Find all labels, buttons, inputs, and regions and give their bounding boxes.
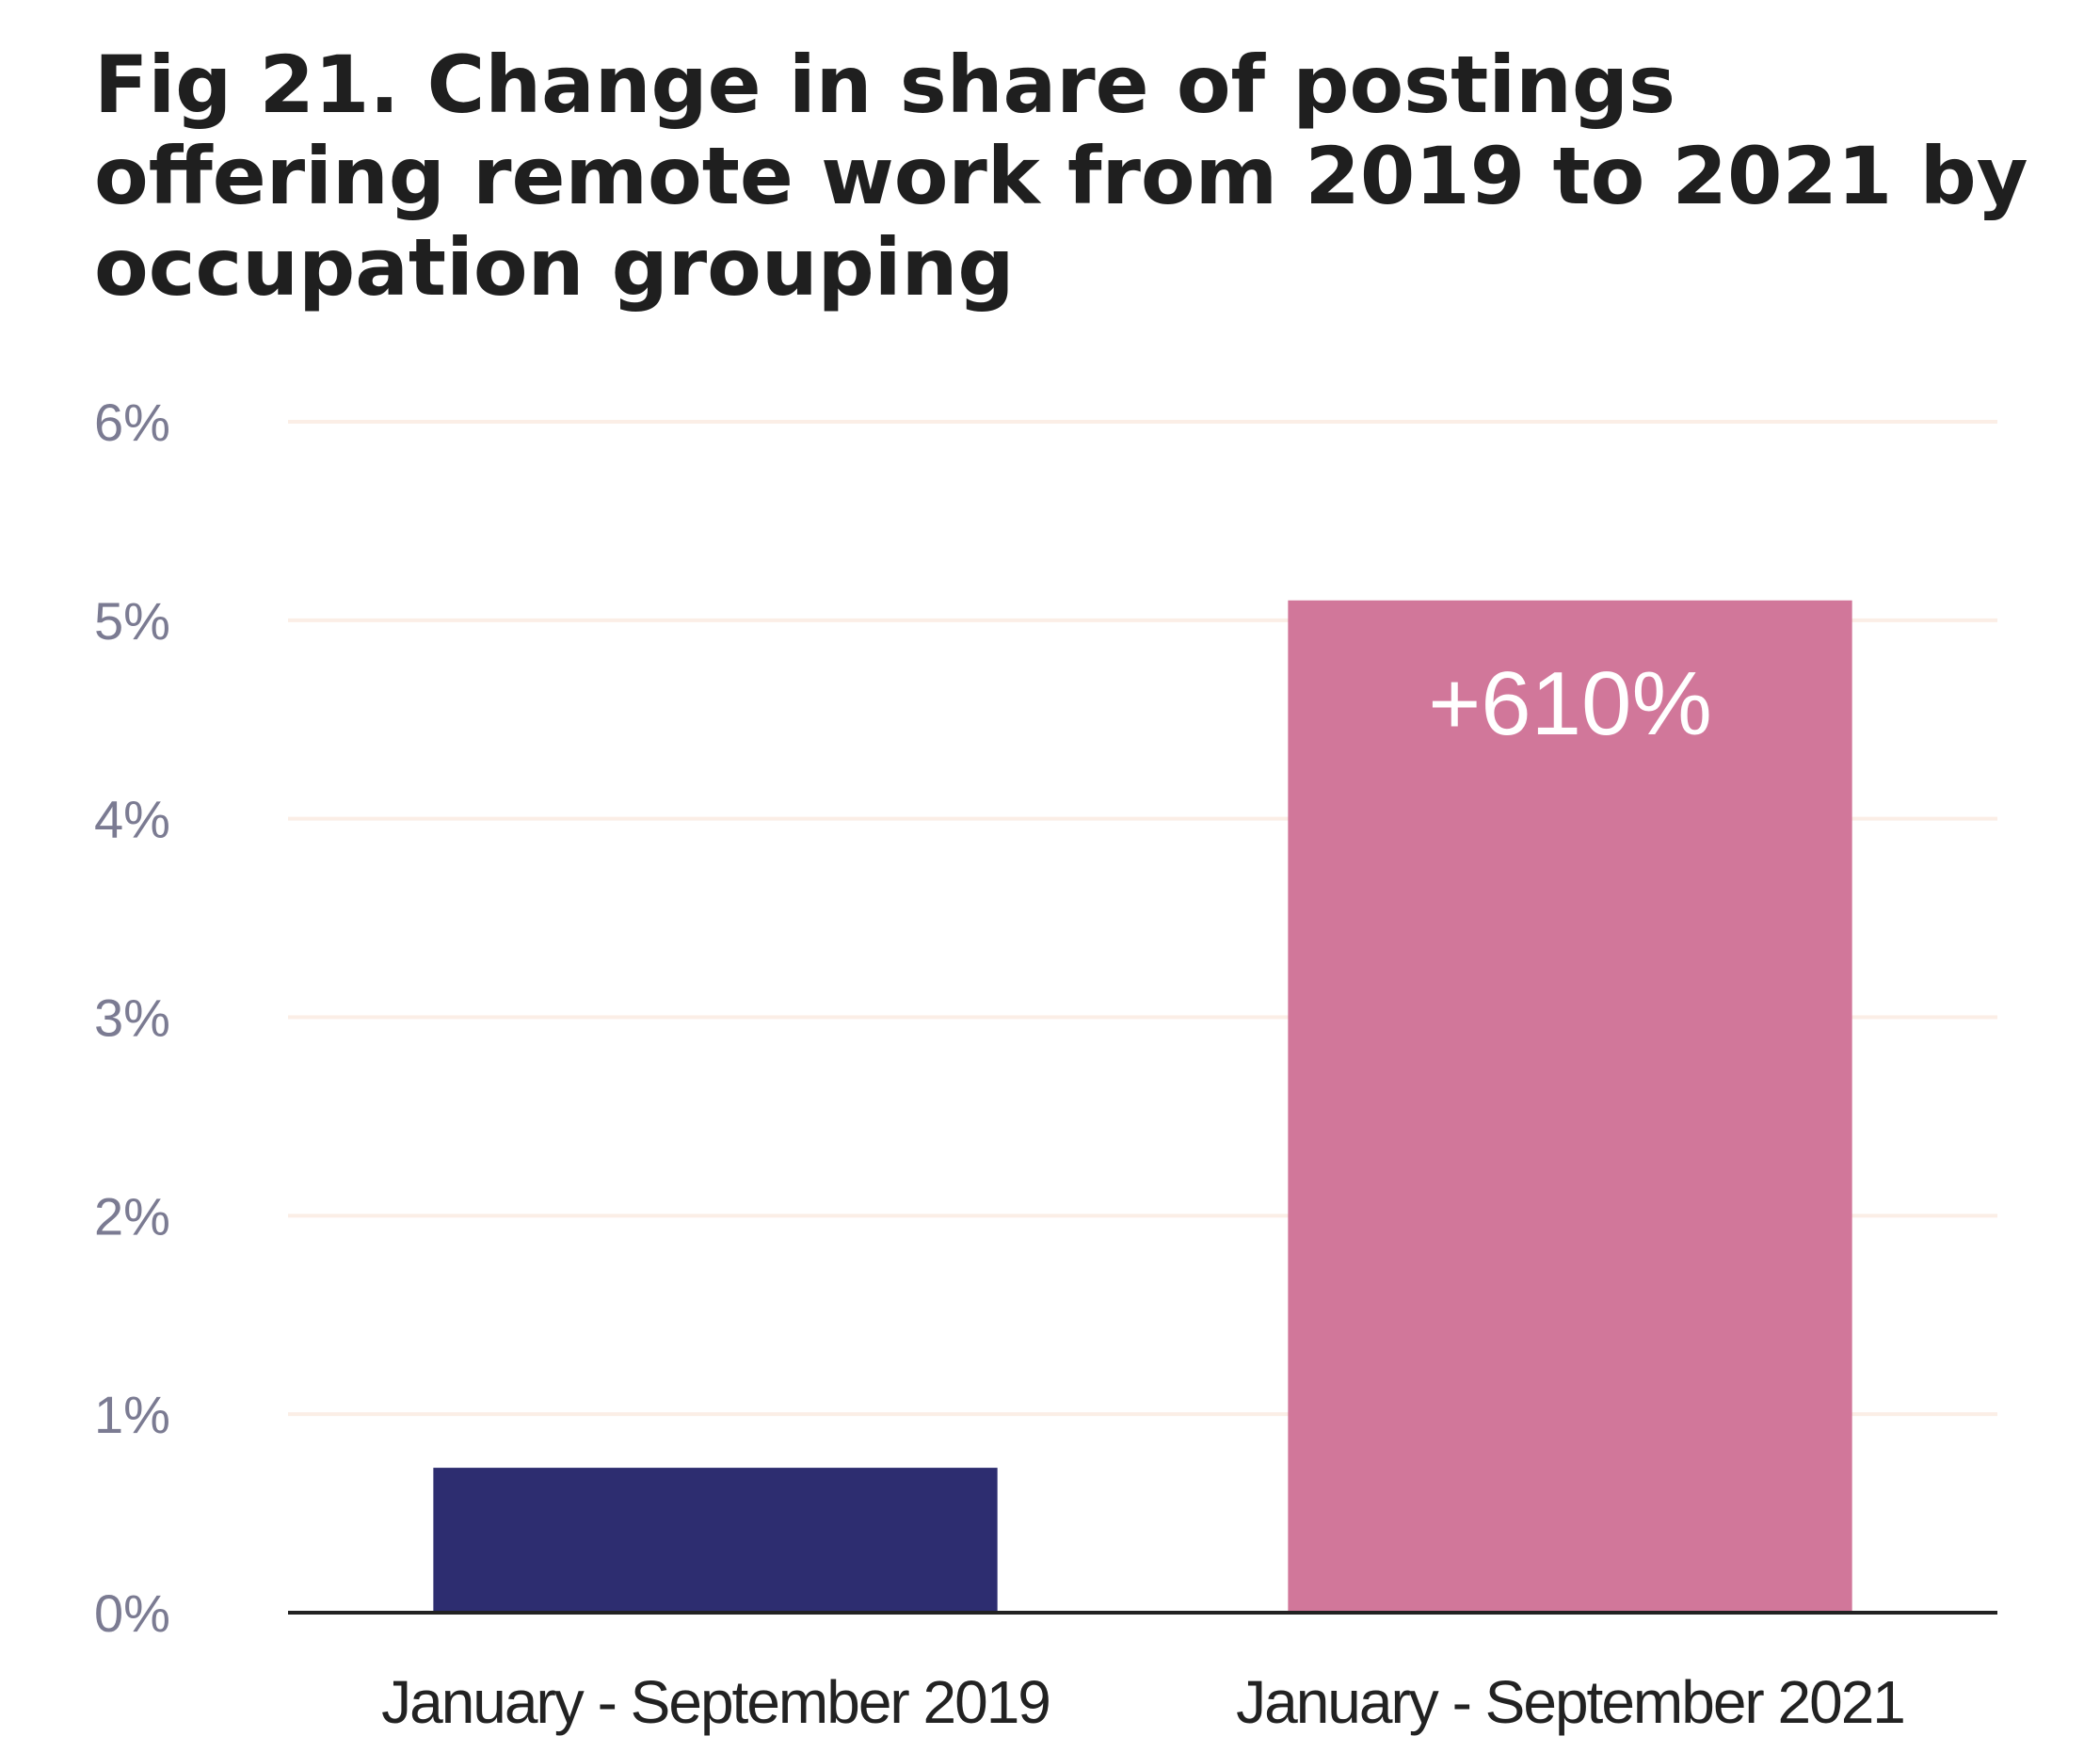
- y-axis-ticks: 0% 1% 2% 3% 4% 5% 6%: [94, 393, 170, 1643]
- bar-annotations: +610%: [1428, 653, 1712, 754]
- y-tick-label: 0%: [94, 1583, 170, 1643]
- x-axis-labels: January - September 2019 January - Septem…: [381, 1668, 1906, 1736]
- y-tick-label: 1%: [94, 1385, 170, 1444]
- bar: [433, 1468, 998, 1613]
- x-tick-label: January - September 2021: [1236, 1668, 1904, 1736]
- y-tick-label: 3%: [94, 989, 170, 1048]
- bars: [433, 600, 1852, 1613]
- y-tick-label: 2%: [94, 1186, 170, 1246]
- chart-title: Fig 21. Change in share of postings offe…: [94, 39, 2028, 313]
- x-tick-label: January - September 2019: [381, 1668, 1050, 1736]
- y-tick-label: 6%: [94, 393, 170, 452]
- y-tick-label: 4%: [94, 790, 170, 849]
- bar: [1288, 600, 1852, 1613]
- y-tick-label: 5%: [94, 591, 170, 651]
- bar-data-label: +610%: [1428, 653, 1712, 754]
